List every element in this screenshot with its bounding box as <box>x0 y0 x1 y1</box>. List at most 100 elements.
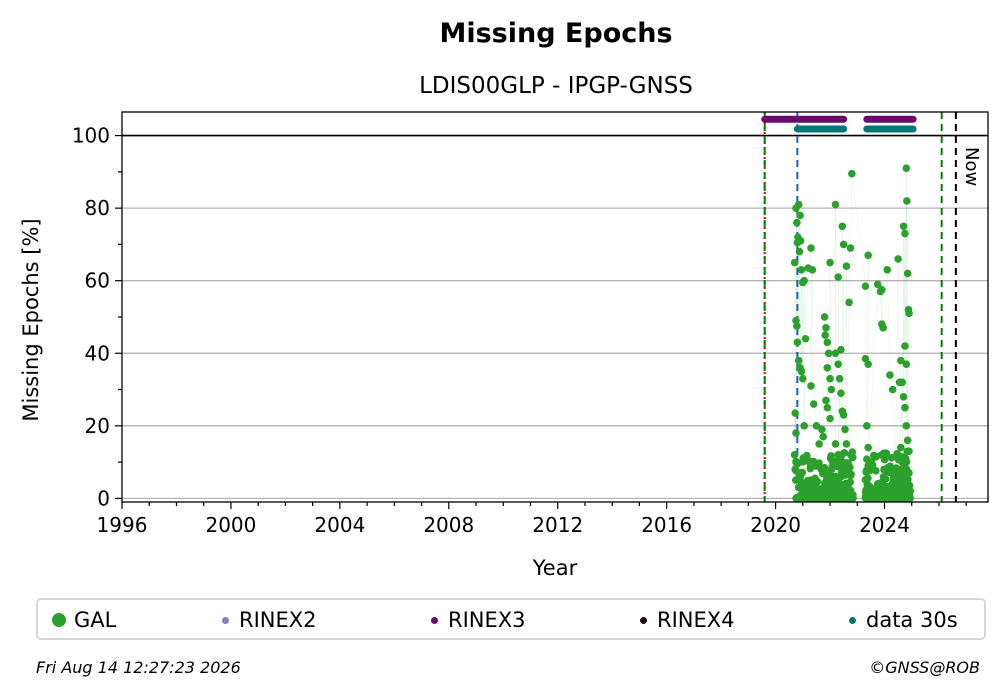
legend-item-rinex2: RINEX2 <box>222 606 317 634</box>
legend-item-rinex3: RINEX3 <box>431 606 526 634</box>
data-point <box>902 465 911 473</box>
x-tick-label: 2016 <box>641 513 692 537</box>
data-point <box>807 244 815 252</box>
y-axis-label: Missing Epochs [%] <box>19 218 43 421</box>
y-axis-ticks: 0 20 40 60 80 100 <box>72 124 122 510</box>
data-point <box>822 324 830 332</box>
data-point <box>822 396 830 405</box>
data-point <box>823 338 832 347</box>
data-point <box>899 222 908 231</box>
marker-lines <box>763 112 957 502</box>
data-point <box>837 345 845 354</box>
data-point <box>846 244 855 252</box>
data-point <box>861 476 870 484</box>
data-point <box>846 463 854 472</box>
data-point <box>800 422 808 430</box>
chart-svg: Missing Epochs LDIS00GLP - IPGP-GNSS 199… <box>19 18 989 580</box>
x-tick-label: 2000 <box>205 513 256 537</box>
data-point <box>888 385 897 394</box>
x-axis-label: Year <box>532 556 578 580</box>
data-point <box>801 494 809 503</box>
data-point <box>804 486 812 494</box>
data-point <box>905 309 913 318</box>
data-point <box>837 389 845 397</box>
data-point <box>811 482 819 491</box>
data-point <box>842 440 851 448</box>
data-point <box>822 474 831 483</box>
rinex3-marker-icon <box>431 616 438 624</box>
data-point <box>877 285 886 294</box>
data-point <box>826 414 834 423</box>
now-label: Now <box>961 147 982 186</box>
rinex4-marker-icon <box>640 616 647 624</box>
data-point <box>833 459 842 467</box>
data-point <box>794 356 803 365</box>
data-point <box>845 298 853 307</box>
x-tick-label: 2004 <box>314 513 365 537</box>
data-point <box>835 374 844 383</box>
data-point <box>863 422 871 430</box>
data-point <box>864 360 872 368</box>
y-tick-label: 20 <box>85 414 110 438</box>
data-point <box>791 409 799 417</box>
data-point <box>903 269 912 278</box>
data-point <box>800 276 808 285</box>
data-point <box>839 411 848 419</box>
data-point <box>900 478 909 486</box>
data-point <box>797 367 806 376</box>
data-point <box>898 378 907 387</box>
data-point <box>828 465 836 473</box>
legend: GAL RINEX2 RINEX3 RINEX4 data 30s <box>36 598 986 640</box>
data-point <box>794 200 803 209</box>
y-tick-label: 80 <box>85 196 110 220</box>
data-point <box>824 349 833 358</box>
data-point <box>823 363 832 372</box>
data-point <box>819 492 828 500</box>
data-point <box>894 255 902 263</box>
data-point <box>797 482 806 491</box>
data-point <box>832 472 841 481</box>
data-point <box>831 200 840 209</box>
x-tick-label: 2024 <box>859 513 910 537</box>
footer-copyright: ©GNSS@ROB <box>869 658 980 677</box>
data-point <box>795 476 804 485</box>
legend-label: RINEX2 <box>239 608 317 632</box>
data-point <box>820 463 829 472</box>
data-point <box>827 452 835 460</box>
y-tick-label: 0 <box>97 486 110 510</box>
data-point <box>794 493 803 502</box>
data-point <box>842 481 850 490</box>
x-tick-label: 2020 <box>750 513 801 537</box>
data-point <box>823 403 832 412</box>
data-point <box>832 492 841 501</box>
y-tick-label: 40 <box>85 341 110 365</box>
gal-marker-icon <box>52 613 66 627</box>
data-point <box>904 494 912 502</box>
data-30s-marker-icon <box>849 616 856 624</box>
data-point <box>890 493 899 502</box>
data-point <box>888 482 897 491</box>
footer-timestamp: Fri Aug 14 12:27:23 2026 <box>36 658 241 677</box>
data-point <box>835 451 844 460</box>
data-point <box>864 251 872 260</box>
data-point <box>793 322 801 330</box>
data-point <box>797 266 806 274</box>
availability-bands <box>761 115 917 133</box>
data-point <box>846 450 855 459</box>
data-point <box>873 280 882 289</box>
data-point <box>793 218 801 227</box>
data-point <box>879 483 887 492</box>
data-point <box>799 374 807 383</box>
data-point <box>834 360 843 368</box>
legend-label: RINEX3 <box>448 608 526 632</box>
chart-title: Missing Epochs <box>439 18 672 49</box>
data-point <box>815 440 823 448</box>
data-point <box>899 392 908 401</box>
data-point <box>834 273 843 281</box>
data-point <box>871 453 879 461</box>
data-point <box>891 469 900 478</box>
data-point <box>838 222 847 231</box>
data-point <box>902 458 911 466</box>
data-point <box>903 447 912 456</box>
data-point <box>892 451 901 460</box>
